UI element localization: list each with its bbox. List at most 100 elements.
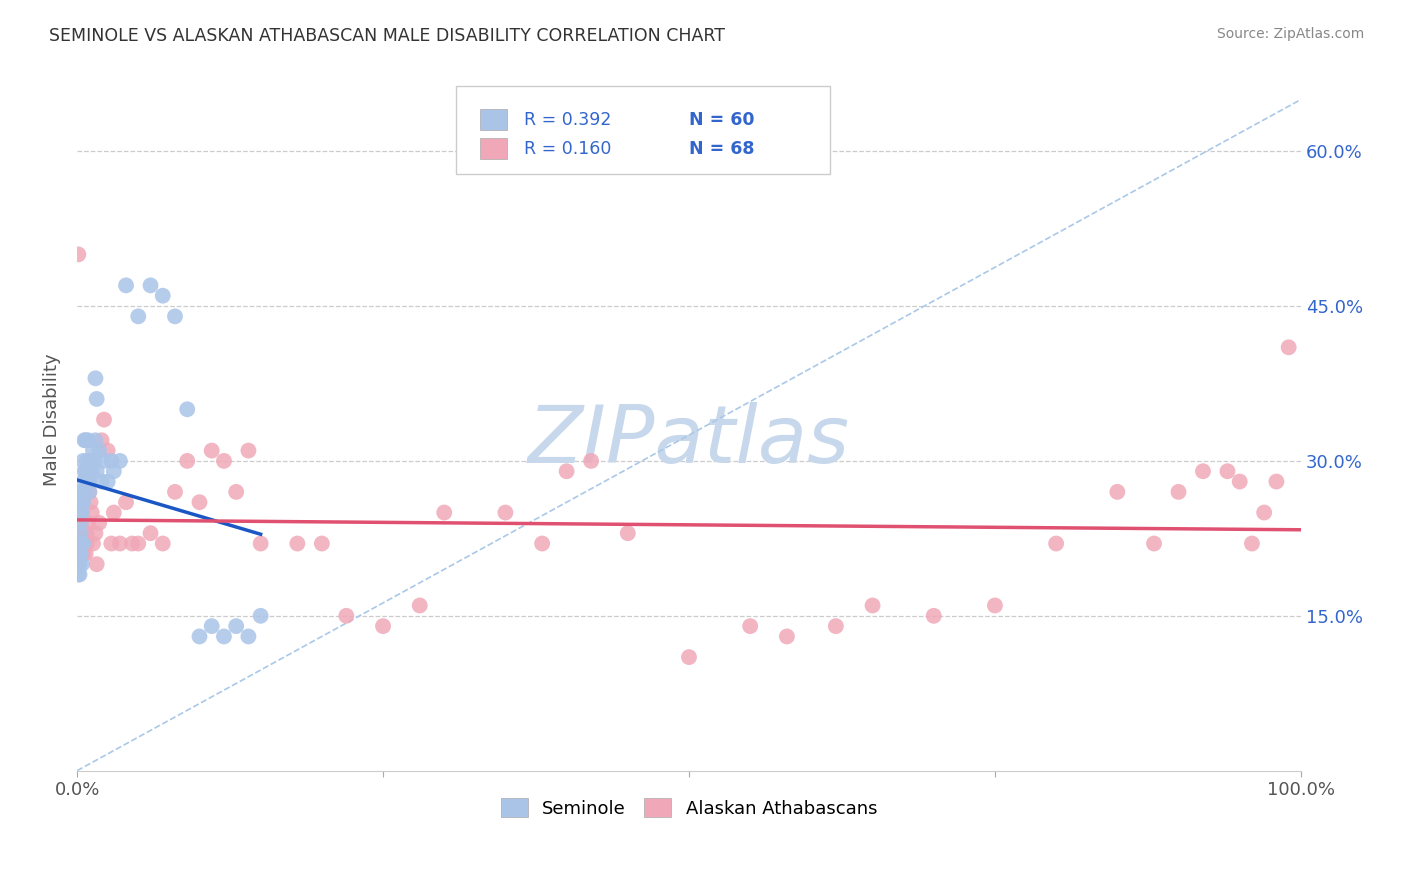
Point xyxy=(555,464,578,478)
Point xyxy=(494,506,516,520)
Point xyxy=(69,536,91,550)
Legend: Seminole, Alaskan Athabascans: Seminole, Alaskan Athabascans xyxy=(494,791,884,825)
Point xyxy=(69,536,91,550)
Point xyxy=(75,434,97,448)
Point xyxy=(69,506,91,520)
Point xyxy=(433,506,456,520)
Point xyxy=(371,619,394,633)
Point xyxy=(1045,536,1067,550)
Y-axis label: Male Disability: Male Disability xyxy=(44,353,60,486)
Point xyxy=(70,484,93,499)
Point xyxy=(93,454,115,468)
Point xyxy=(188,630,211,644)
Point xyxy=(80,506,103,520)
Text: SEMINOLE VS ALASKAN ATHABASCAN MALE DISABILITY CORRELATION CHART: SEMINOLE VS ALASKAN ATHABASCAN MALE DISA… xyxy=(49,27,725,45)
FancyBboxPatch shape xyxy=(479,138,506,159)
Point xyxy=(776,630,799,644)
Point xyxy=(84,434,107,448)
Point xyxy=(824,619,846,633)
Point xyxy=(678,650,700,665)
Text: Source: ZipAtlas.com: Source: ZipAtlas.com xyxy=(1216,27,1364,41)
FancyBboxPatch shape xyxy=(479,109,506,130)
Point xyxy=(1229,475,1251,489)
Point xyxy=(225,484,247,499)
Point xyxy=(75,464,97,478)
Point xyxy=(108,454,131,468)
Point xyxy=(72,475,94,489)
Point xyxy=(69,567,91,582)
Point xyxy=(82,443,104,458)
Point xyxy=(86,464,108,478)
Point xyxy=(86,392,108,406)
Point xyxy=(83,454,105,468)
Point xyxy=(76,536,98,550)
Point xyxy=(82,536,104,550)
Point xyxy=(76,454,98,468)
Point xyxy=(1107,484,1129,499)
Point xyxy=(72,547,94,561)
Point xyxy=(212,454,235,468)
Point xyxy=(862,599,884,613)
Point xyxy=(90,475,112,489)
Point xyxy=(238,443,260,458)
Point xyxy=(72,536,94,550)
Point xyxy=(201,443,224,458)
FancyBboxPatch shape xyxy=(457,86,830,174)
Point xyxy=(335,608,357,623)
Point xyxy=(121,536,143,550)
Point xyxy=(238,630,260,644)
Point xyxy=(97,443,120,458)
Point xyxy=(579,454,602,468)
Point xyxy=(87,443,110,458)
Point xyxy=(108,536,131,550)
Point xyxy=(86,557,108,571)
Point xyxy=(69,547,91,561)
Point xyxy=(1240,536,1263,550)
Point xyxy=(72,454,94,468)
Point xyxy=(76,475,98,489)
Point xyxy=(115,495,138,509)
Point xyxy=(212,630,235,644)
Point xyxy=(80,464,103,478)
Point xyxy=(1167,484,1189,499)
Point xyxy=(1253,506,1275,520)
Point xyxy=(984,599,1007,613)
Text: N = 68: N = 68 xyxy=(689,139,755,158)
Point xyxy=(115,278,138,293)
Point xyxy=(225,619,247,633)
Point xyxy=(617,526,640,541)
Point xyxy=(127,536,149,550)
Text: R = 0.160: R = 0.160 xyxy=(524,139,612,158)
Point xyxy=(67,567,90,582)
Point xyxy=(409,599,432,613)
Point xyxy=(67,536,90,550)
Point xyxy=(67,557,90,571)
Point xyxy=(287,536,309,550)
Point xyxy=(531,536,554,550)
Point xyxy=(139,278,162,293)
Point xyxy=(176,402,198,417)
Point xyxy=(72,495,94,509)
Point xyxy=(103,506,125,520)
Point xyxy=(70,506,93,520)
Point xyxy=(249,608,271,623)
Point xyxy=(103,464,125,478)
Point xyxy=(163,484,186,499)
Point xyxy=(90,434,112,448)
Point xyxy=(77,434,100,448)
Point xyxy=(69,526,91,541)
Point xyxy=(1278,340,1301,354)
Point xyxy=(311,536,333,550)
Point xyxy=(152,536,174,550)
Point xyxy=(93,412,115,426)
Point xyxy=(79,484,101,499)
Point xyxy=(1192,464,1215,478)
Point xyxy=(73,484,96,499)
Point xyxy=(70,526,93,541)
Point xyxy=(72,536,94,550)
Point xyxy=(100,536,122,550)
Point xyxy=(249,536,271,550)
Point xyxy=(70,495,93,509)
Point xyxy=(73,434,96,448)
Point xyxy=(1265,475,1288,489)
